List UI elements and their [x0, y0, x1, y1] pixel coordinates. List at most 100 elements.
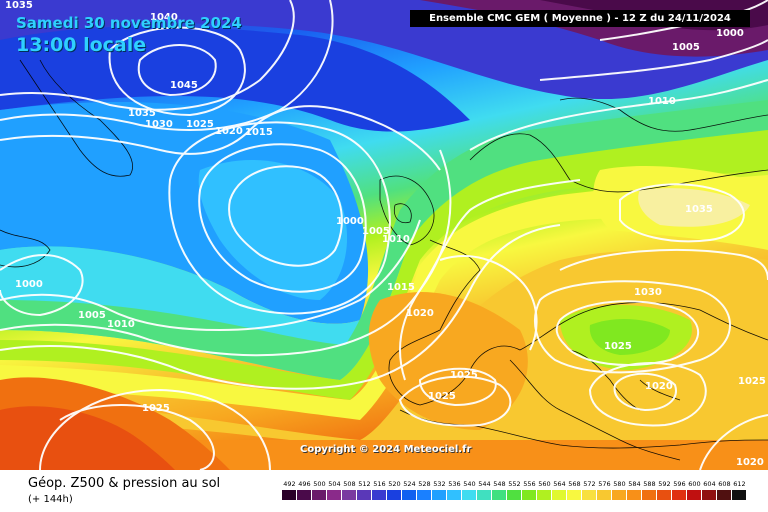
isobar-label-1010-b: 1010 — [107, 319, 135, 330]
isobars — [0, 0, 768, 470]
scale-value-496: 496 — [298, 480, 310, 488]
scale-value-584: 584 — [628, 480, 640, 488]
scale-swatch-528 — [417, 490, 431, 500]
scale-value-528: 528 — [418, 480, 430, 488]
isobar-label-1030-a: 1030 — [145, 119, 173, 130]
scale-value-504: 504 — [328, 480, 340, 488]
isobar-label-1020-b: 1020 — [406, 308, 434, 319]
scale-value-508: 508 — [343, 480, 355, 488]
scale-swatch-532 — [432, 490, 446, 500]
scale-value-492: 492 — [283, 480, 295, 488]
scale-value-532: 532 — [433, 480, 445, 488]
scale-swatch-612 — [732, 490, 746, 500]
isobar-label-1040: 1040 — [150, 12, 178, 23]
scale-swatch-584 — [627, 490, 641, 500]
scale-swatch-544 — [477, 490, 491, 500]
scale-swatch-608 — [717, 490, 731, 500]
scale-value-512: 512 — [358, 480, 370, 488]
scale-swatch-600 — [687, 490, 701, 500]
scale-swatch-524 — [402, 490, 416, 500]
scale-value-568: 568 — [568, 480, 580, 488]
scale-swatch-536 — [447, 490, 461, 500]
scale-swatch-596 — [672, 490, 686, 500]
scale-value-556: 556 — [523, 480, 535, 488]
scale-value-548: 548 — [493, 480, 505, 488]
scale-value-572: 572 — [583, 480, 595, 488]
isobar-label-1025-d: 1025 — [428, 391, 456, 402]
isobar-label-1000-a: 1000 — [336, 216, 364, 227]
isobar-label-1035-c: 1035 — [685, 204, 713, 215]
valid-date: Samedi 30 novembre 2024 — [16, 14, 242, 32]
scale-value-592: 592 — [658, 480, 670, 488]
isobar-label-1005-b: 1005 — [78, 310, 106, 321]
scale-swatch-516 — [372, 490, 386, 500]
scale-swatch-492 — [282, 490, 296, 500]
scale-value-564: 564 — [553, 480, 565, 488]
scale-value-604: 604 — [703, 480, 715, 488]
geopotential-field — [0, 0, 768, 470]
isobar-label-1020-d: 1020 — [736, 457, 764, 468]
isobar-label-1030-b: 1030 — [634, 287, 662, 298]
scale-value-516: 516 — [373, 480, 385, 488]
valid-time-header: Samedi 30 novembre 2024 13:00 locale — [16, 14, 242, 56]
scale-swatch-592 — [657, 490, 671, 500]
color-scale-legend: 492 496 500 504 508 512 516 520 524 528 532 536 540 5… — [282, 480, 746, 500]
scale-swatch-496 — [297, 490, 311, 500]
scale-value-596: 596 — [673, 480, 685, 488]
scale-swatch-552 — [507, 490, 521, 500]
isobar-label-1025-a: 1025 — [186, 119, 214, 130]
scale-swatch-504 — [327, 490, 341, 500]
scale-swatch-576 — [597, 490, 611, 500]
scale-value-580: 580 — [613, 480, 625, 488]
scale-value-500: 500 — [313, 480, 325, 488]
isobar-label-1000-c: 1000 — [716, 28, 744, 39]
scale-swatch-548 — [492, 490, 506, 500]
isobar-label-1035-a: 1035 — [5, 0, 33, 11]
isobar-label-1020-c: 1020 — [645, 381, 673, 392]
scale-swatch-604 — [702, 490, 716, 500]
isobar-label-1005-c: 1005 — [672, 42, 700, 53]
scale-value-560: 560 — [538, 480, 550, 488]
model-run-info: Ensemble CMC GEM ( Moyenne ) - 12 Z du 2… — [410, 10, 750, 27]
scale-value-600: 600 — [688, 480, 700, 488]
isobar-label-1020-a: 1020 — [215, 126, 243, 137]
scale-value-536: 536 — [448, 480, 460, 488]
scale-swatch-512 — [357, 490, 371, 500]
scale-swatch-588 — [642, 490, 656, 500]
scale-value-608: 608 — [718, 480, 730, 488]
scale-value-612: 612 — [733, 480, 745, 488]
scale-swatch-560 — [537, 490, 551, 500]
scale-value-540: 540 — [463, 480, 475, 488]
scale-value-544: 544 — [478, 480, 490, 488]
scale-value-520: 520 — [388, 480, 400, 488]
valid-time: 13:00 locale — [16, 34, 147, 56]
scale-value-576: 576 — [598, 480, 610, 488]
scale-value-552: 552 — [508, 480, 520, 488]
scale-swatch-572 — [582, 490, 596, 500]
isobar-label-1005-a: 1005 — [362, 226, 390, 237]
isobar-label-1000-b: 1000 — [15, 279, 43, 290]
isobar-label-1015-b: 1015 — [387, 282, 415, 293]
forecast-lead-time: (+ 144h) — [28, 494, 73, 505]
scale-swatch-568 — [567, 490, 581, 500]
isobar-label-1035-b: 1035 — [128, 108, 156, 119]
scale-value-524: 524 — [403, 480, 415, 488]
isobar-label-1025-b: 1025 — [142, 403, 170, 414]
scale-value-588: 588 — [643, 480, 655, 488]
scale-swatch-520 — [387, 490, 401, 500]
scale-swatch-564 — [552, 490, 566, 500]
scale-swatch-500 — [312, 490, 326, 500]
scale-swatch-556 — [522, 490, 536, 500]
isobar-label-1025-c: 1025 — [450, 370, 478, 381]
isobar-label-1010-a: 1010 — [382, 234, 410, 245]
isobar-label-1045: 1045 — [170, 80, 198, 91]
map-parameter-title: Géop. Z500 & pression au sol — [28, 476, 221, 491]
copyright-notice: Copyright © 2024 Meteociel.fr — [300, 444, 472, 455]
isobar-label-1010-c: 1010 — [648, 96, 676, 107]
scale-swatch-580 — [612, 490, 626, 500]
scale-swatch-508 — [342, 490, 356, 500]
isobar-label-1025-e: 1025 — [604, 341, 632, 352]
footer: Géop. Z500 & pression au sol (+ 144h) 49… — [0, 470, 768, 512]
